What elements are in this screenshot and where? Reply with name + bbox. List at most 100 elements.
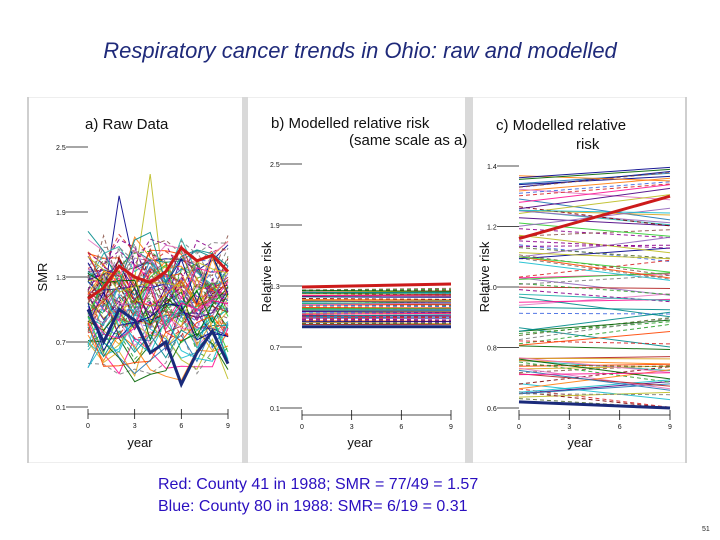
background-series-line — [518, 391, 671, 398]
y-axis-label: Relative risk — [259, 241, 274, 312]
background-series-line — [518, 198, 671, 221]
background-series-line — [518, 369, 671, 391]
y-tick-label: 1.0 — [487, 285, 497, 292]
background-series-line — [518, 317, 671, 336]
x-tick-label: 9 — [226, 423, 230, 430]
background-series-line — [87, 239, 229, 290]
page-number: 51 — [702, 526, 710, 533]
background-series-line — [518, 171, 671, 188]
background-series-line — [518, 252, 671, 260]
background-series-line — [518, 210, 671, 216]
background-series-line — [87, 325, 229, 375]
x-tick-label: 0 — [86, 423, 90, 430]
y-tick-label: 2.5 — [270, 162, 280, 169]
background-series-line — [301, 289, 452, 292]
background-series-line — [518, 357, 671, 360]
y-tick-label: 0.8 — [487, 346, 497, 353]
background-series-line — [301, 292, 452, 296]
y-axis-label: Relative risk — [477, 241, 492, 312]
background-series-line — [518, 372, 671, 376]
background-series-line — [301, 316, 452, 320]
background-series-line — [518, 175, 671, 186]
background-series-line — [87, 259, 229, 314]
background-series-line — [518, 293, 671, 306]
panel-title: b) Modelled relative risk — [271, 115, 430, 132]
background-series-line — [518, 257, 671, 280]
slide-title: Respiratory cancer trends in Ohio: raw a… — [103, 38, 617, 63]
x-tick-label: 9 — [449, 424, 453, 431]
highlight-series-county-80 — [86, 307, 230, 389]
panel-title: a) Raw Data — [85, 116, 169, 133]
background-series-line — [301, 304, 452, 308]
background-series-line — [87, 286, 229, 342]
background-series-line — [518, 391, 671, 409]
background-series-line — [518, 311, 671, 332]
highlight-series-county-41 — [87, 245, 230, 300]
highlight-series-county-41 — [518, 194, 671, 241]
background-series-line — [518, 345, 671, 350]
y-tick-label: 0.1 — [270, 406, 280, 413]
background-series-line — [518, 247, 671, 259]
background-series-line — [518, 187, 671, 210]
background-series-line — [518, 296, 671, 318]
background-series-line — [518, 274, 671, 285]
background-series-line — [87, 240, 229, 301]
x-axis-label: year — [347, 435, 373, 450]
background-series-line — [301, 300, 452, 302]
background-series-line — [87, 320, 229, 375]
background-series-line — [87, 238, 229, 293]
background-series-line — [301, 298, 452, 300]
panel-separator — [465, 97, 473, 463]
background-series-line — [87, 233, 229, 293]
background-series-line — [87, 280, 229, 316]
background-series-line — [87, 256, 229, 308]
background-series-line — [87, 283, 229, 337]
background-series-line — [518, 244, 671, 247]
background-series-line — [301, 311, 452, 313]
panel-separator — [685, 97, 687, 463]
caption-line-blue: Blue: County 80 in 1988: SMR= 6/19 = 0.3… — [158, 498, 468, 515]
background-series-line — [518, 184, 671, 203]
panel-separator — [242, 97, 248, 463]
background-series-line — [518, 228, 671, 239]
background-series-line — [87, 265, 229, 319]
background-series-line — [87, 255, 229, 308]
background-series-line — [87, 271, 229, 327]
y-tick-label: 1.3 — [270, 284, 280, 291]
highlight-series-county-80 — [518, 400, 671, 410]
background-series-line — [518, 217, 671, 227]
background-series-line — [87, 302, 229, 352]
trend-figure: a) Raw Data SMR year 0.1 0.7 1.3 1.9 2.5 0 3 6 9 b) … — [27, 97, 687, 463]
background-series-line — [87, 295, 229, 348]
background-series-line — [518, 244, 671, 262]
background-series-line — [518, 331, 671, 346]
background-series-line — [301, 302, 452, 306]
background-series-line — [87, 238, 229, 293]
background-series-line — [87, 303, 229, 360]
background-series-line — [518, 234, 671, 254]
x-tick-label: 3 — [567, 424, 571, 431]
background-series-line — [87, 259, 229, 320]
background-series-line — [518, 222, 671, 237]
background-series-line — [518, 286, 671, 289]
background-series-line — [518, 168, 671, 180]
background-series-line — [301, 315, 452, 318]
x-tick-label: 0 — [300, 424, 304, 431]
background-series-line — [87, 174, 229, 336]
background-series-line — [87, 296, 229, 348]
background-series-line — [518, 327, 671, 348]
background-series-line — [301, 312, 452, 315]
background-series-line — [518, 183, 671, 197]
panel-subtitle: risk — [576, 136, 600, 153]
x-axis-label: year — [127, 435, 153, 450]
background-series-line — [518, 318, 671, 341]
background-series-line — [518, 306, 671, 311]
x-tick-label: 6 — [179, 423, 183, 430]
background-series-line — [518, 181, 671, 194]
background-series-line — [518, 283, 671, 295]
y-tick-label: 2.5 — [56, 145, 66, 152]
trend-figure-svg: a) Raw Data SMR year 0.1 0.7 1.3 1.9 2.5 0 3 6 9 b) … — [27, 97, 687, 463]
background-series-line — [87, 313, 229, 368]
background-series-line — [518, 209, 671, 214]
y-tick-label: 0.1 — [56, 405, 66, 412]
